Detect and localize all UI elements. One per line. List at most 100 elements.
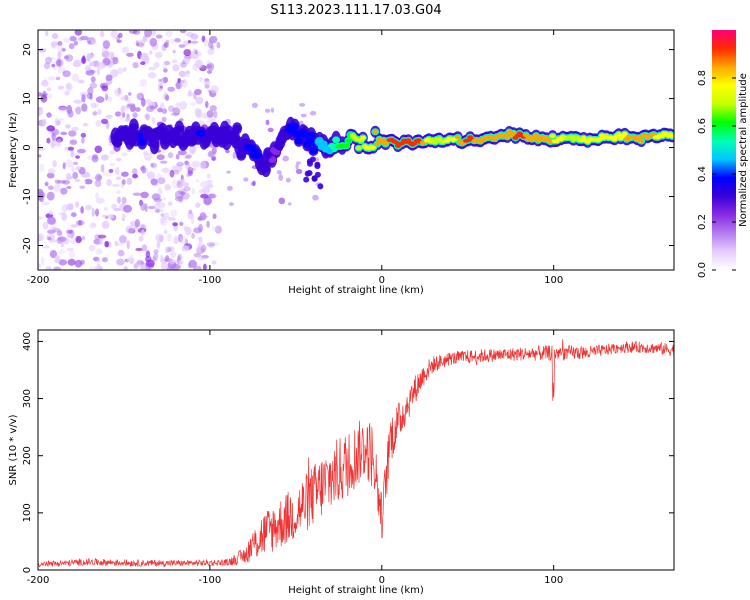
ridge-core <box>180 142 187 147</box>
noise-blob <box>251 102 258 109</box>
ridge-core <box>126 139 133 144</box>
noise-blob <box>181 245 190 252</box>
noise-blob <box>193 252 201 258</box>
noise-blob <box>143 56 149 62</box>
noise-blob <box>73 40 78 46</box>
noise-blob <box>178 80 186 83</box>
noise-blob <box>48 226 56 231</box>
ridge-core <box>221 127 228 132</box>
noise-blob <box>82 235 85 241</box>
spectrogram-x-tick-label: 0 <box>379 275 385 286</box>
noise-blob <box>62 37 71 43</box>
noise-blob <box>114 240 119 246</box>
noise-blob <box>61 204 69 213</box>
noise-blob <box>187 40 192 44</box>
noise-blob <box>54 117 59 126</box>
noise-blob <box>132 62 139 69</box>
noise-blob <box>134 219 140 228</box>
noise-blob <box>140 191 149 199</box>
noise-blob <box>110 69 119 78</box>
noise-blob <box>47 92 53 100</box>
noise-blob <box>181 73 191 77</box>
noise-blob <box>40 94 48 103</box>
noise-blob <box>67 110 74 118</box>
noise-blob <box>39 197 44 203</box>
noise-blob <box>285 177 291 183</box>
noise-blob <box>58 259 68 266</box>
noise-blob <box>179 236 188 244</box>
noise-blob <box>135 247 143 252</box>
noise-blob <box>128 30 138 34</box>
colorbar-tick-label: 0.8 <box>697 70 708 86</box>
noise-blob <box>146 171 156 180</box>
noise-blob <box>154 208 160 213</box>
ridge-core <box>549 134 556 139</box>
noise-blob <box>46 191 55 201</box>
noise-blob <box>105 74 113 81</box>
noise-blob <box>278 174 284 181</box>
noise-blob <box>150 162 158 169</box>
noise-blob <box>42 118 47 127</box>
noise-blob <box>146 172 151 177</box>
spectrogram-y-tick-label: 0 <box>22 144 33 150</box>
noise-blob <box>54 138 61 143</box>
noise-blob <box>206 173 211 179</box>
noise-blob <box>171 59 178 63</box>
ridge-spur <box>309 156 316 163</box>
noise-blob <box>203 39 209 47</box>
noise-blob <box>139 223 145 230</box>
noise-blob <box>48 185 54 190</box>
snr-x-tick-label: -100 <box>199 575 222 586</box>
ridge-core <box>223 139 230 144</box>
noise-blob <box>206 115 215 124</box>
noise-blob <box>65 159 74 168</box>
noise-blob <box>41 80 48 85</box>
noise-blob <box>68 130 77 137</box>
noise-blob <box>295 168 303 175</box>
noise-blob <box>132 112 138 118</box>
noise-blob <box>127 228 135 234</box>
ridge-core <box>432 140 439 145</box>
noise-blob <box>41 79 49 87</box>
noise-blob <box>165 30 173 38</box>
noise-blob <box>92 111 98 116</box>
ridge-core <box>277 139 284 144</box>
noise-blob <box>264 108 271 113</box>
ridge-core <box>151 142 158 147</box>
noise-blob <box>60 131 68 136</box>
ridge-core <box>122 128 129 133</box>
noise-blob <box>206 220 210 228</box>
ridge-core <box>436 136 443 141</box>
noise-blob <box>179 221 184 226</box>
noise-blob <box>116 190 121 195</box>
noise-blob <box>170 112 180 116</box>
noise-blob <box>175 102 182 107</box>
ridge-core <box>137 134 144 139</box>
noise-blob <box>101 118 108 125</box>
noise-blob <box>70 212 77 218</box>
noise-blob <box>89 266 99 270</box>
noise-blob <box>145 259 155 268</box>
noise-blob <box>205 229 211 235</box>
noise-blob <box>160 160 168 164</box>
noise-blob <box>132 192 142 196</box>
noise-blob <box>212 213 217 220</box>
ridge-core <box>114 140 121 145</box>
noise-blob <box>89 62 95 67</box>
noise-blob <box>165 246 169 254</box>
ridge-core <box>211 127 218 132</box>
noise-blob <box>95 192 99 200</box>
noise-blob <box>267 127 274 133</box>
noise-blob <box>204 83 210 89</box>
noise-blob <box>45 266 52 270</box>
snr-plot-area <box>38 330 674 570</box>
noise-blob <box>206 183 214 189</box>
noise-blob <box>53 266 62 270</box>
noise-blob <box>161 167 170 174</box>
noise-blob <box>62 70 71 78</box>
noise-blob <box>160 77 168 84</box>
ridge-core <box>192 127 199 131</box>
noise-blob <box>175 153 180 160</box>
noise-blob <box>82 122 89 127</box>
noise-blob <box>197 236 203 241</box>
